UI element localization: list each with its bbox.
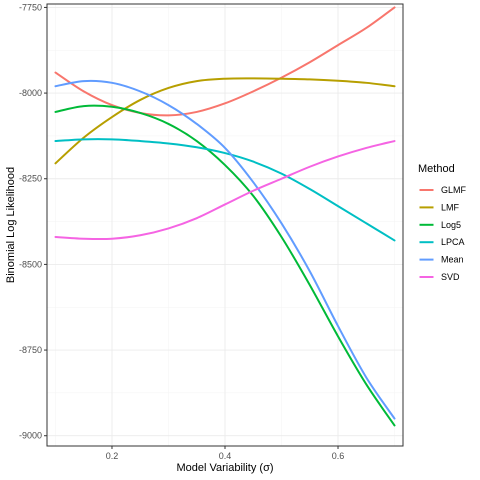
x-tick-label: 0.2 — [106, 451, 119, 461]
y-tick-label: -8250 — [19, 174, 42, 184]
legend-item-glmf: GLMF — [418, 182, 467, 199]
y-tick-label: -8000 — [19, 88, 42, 98]
legend-label: LMF — [441, 202, 460, 212]
major-gridlines — [47, 4, 403, 446]
y-tick-label: -8500 — [19, 259, 42, 269]
legend-item-mean: Mean — [418, 251, 464, 269]
legend-item-svd: SVD — [418, 269, 460, 286]
legend-label: GLMF — [441, 185, 467, 195]
y-tick-label: -8750 — [19, 345, 42, 355]
series-line-lmf — [54, 77, 396, 165]
legend: Method GLMF LMF Log5 LPCA Mean SVD — [418, 163, 467, 286]
series-layer — [54, 6, 396, 427]
x-axis-title: Model Variability (σ) — [176, 462, 273, 474]
y-axis-title: Binomial Log Likelihood — [5, 167, 17, 283]
series-line-log5 — [54, 104, 396, 427]
series-line-svd — [54, 140, 396, 241]
legend-item-lmf: LMF — [418, 199, 460, 217]
legend-label: SVD — [441, 272, 460, 282]
y-tick-label: -9000 — [19, 431, 42, 441]
legend-label: LPCA — [441, 237, 465, 247]
legend-label: Log5 — [441, 220, 461, 230]
series-line-glmf — [54, 6, 396, 117]
x-tick-label: 0.6 — [332, 451, 345, 461]
legend-label: Mean — [441, 255, 464, 265]
x-tick-label: 0.4 — [219, 451, 232, 461]
series-line-lpca — [54, 138, 396, 242]
y-axis: -9000 -8750 -8500 -8250 -8000 -7750 — [19, 2, 47, 441]
legend-item-log5: Log5 — [418, 216, 461, 234]
legend-item-lpca: LPCA — [418, 234, 465, 252]
y-tick-label: -7750 — [19, 2, 42, 12]
x-axis: 0.2 0.4 0.6 — [106, 446, 345, 461]
legend-title: Method — [418, 163, 455, 175]
series-line-mean — [54, 79, 396, 420]
